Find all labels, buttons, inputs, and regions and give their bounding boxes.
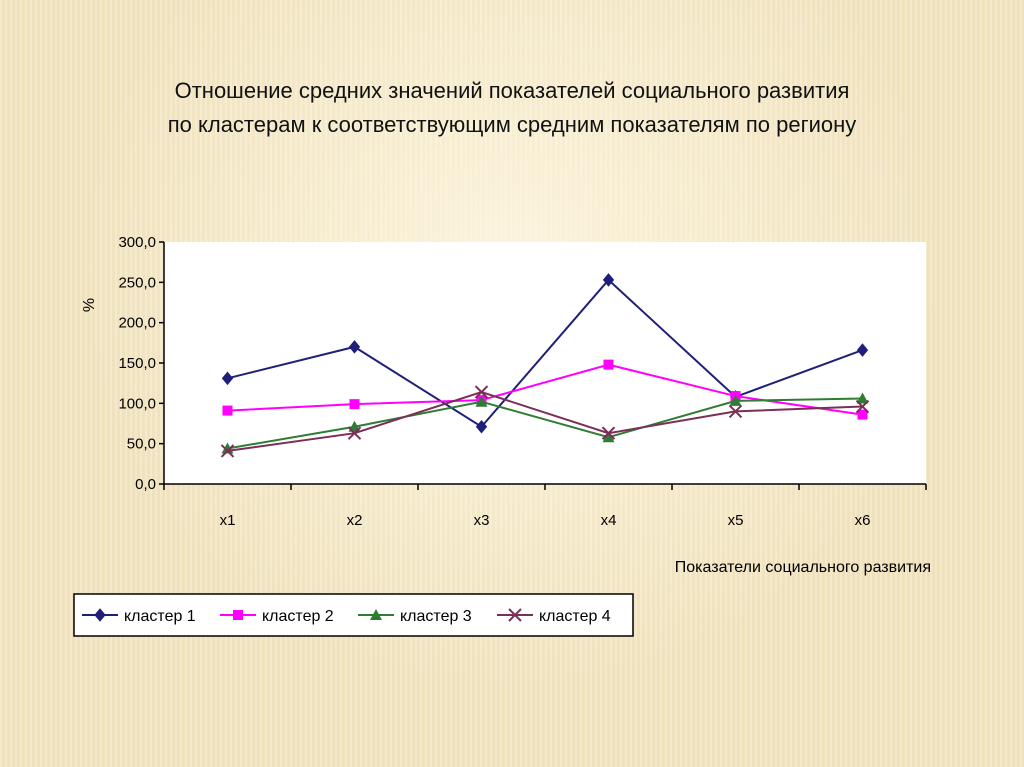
series-4-point	[601, 426, 616, 440]
series-4-point	[855, 399, 870, 414]
legend-item-4: кластер 4	[497, 608, 611, 625]
series-2-line	[227, 363, 863, 416]
series-1-point	[475, 419, 488, 434]
legend-marker	[370, 609, 382, 620]
legend-label: кластер 3	[400, 608, 472, 625]
series-3-point	[475, 395, 488, 407]
legend-marker	[233, 610, 243, 620]
series-3-point	[856, 392, 869, 404]
series-4	[220, 385, 870, 458]
x-tick-label: x5	[728, 512, 744, 529]
legend-item-1: кластер 1	[82, 608, 196, 625]
series-1	[221, 273, 869, 434]
series-2-point	[222, 405, 233, 416]
y-tick-label: 200,0	[118, 315, 156, 332]
legend-label: кластер 2	[262, 608, 334, 625]
legend: кластер 1 кластер 2 кластер 3 кластер 4	[73, 593, 634, 637]
x-axis: x1 x2 x3 x4 x5 x6	[163, 483, 927, 529]
chart-title: Отношение средних значений показателей с…	[40, 74, 984, 142]
legend-label: кластер 1	[124, 608, 196, 625]
series-1-point	[221, 371, 234, 386]
series-4-point	[347, 426, 362, 440]
x-tick-label: x6	[855, 512, 871, 529]
chart-title-line2: по кластерам к соответствующим средним п…	[167, 112, 857, 137]
legend-marker	[508, 608, 522, 622]
y-tick-label: 250,0	[118, 274, 156, 291]
series-layer	[220, 273, 870, 458]
y-axis: 300,0 250,0 200,0 150,0 100,0 50,0 0,0	[118, 234, 165, 493]
y-tick-label: 50,0	[127, 436, 156, 453]
series-2-point	[349, 399, 360, 410]
series-4-point	[728, 404, 743, 419]
y-axis-title: %	[81, 298, 98, 312]
series-4-line	[227, 390, 863, 452]
series-1-point	[856, 343, 869, 357]
legend-marker	[94, 608, 106, 622]
chart-title-line1: Отношение средних значений показателей с…	[174, 78, 850, 103]
plot-area	[164, 242, 926, 484]
legend-item-3: кластер 3	[358, 608, 472, 625]
series-1-point	[348, 340, 361, 354]
series-3-line	[227, 397, 863, 450]
x-tick-label: x4	[601, 512, 617, 529]
x-tick-label: x1	[220, 512, 236, 529]
series-3-point	[729, 394, 742, 406]
y-tick-label: 150,0	[118, 355, 156, 372]
x-axis-title: Показатели социального развития	[675, 559, 931, 576]
series-1-line	[227, 278, 863, 429]
legend-label: кластер 4	[539, 608, 611, 625]
series-4-point	[474, 385, 489, 399]
series-3-point	[602, 431, 615, 443]
series-1-point	[602, 273, 615, 287]
series-4-point	[220, 444, 235, 458]
x-tick-label: x2	[347, 512, 363, 529]
y-tick-label: 0,0	[135, 476, 156, 493]
y-tick-label: 300,0	[118, 234, 156, 251]
legend-box	[73, 593, 634, 637]
legend-item-2: кластер 2	[220, 608, 334, 625]
y-tick-label: 100,0	[118, 395, 156, 412]
series-2-point	[857, 409, 868, 420]
series-2-point	[603, 359, 614, 370]
x-tick-label: x3	[474, 512, 490, 529]
